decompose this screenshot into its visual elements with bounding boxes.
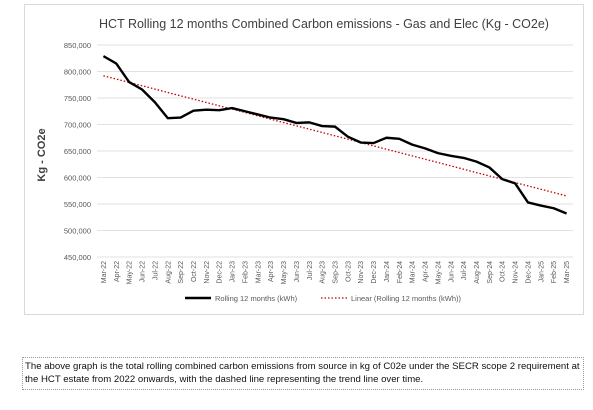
x-tick-label: Jul-23 [307, 261, 314, 280]
x-tick-label: Jul-24 [461, 261, 468, 280]
x-tick-label: Jul-22 [152, 261, 159, 280]
x-tick-label: May-23 [281, 261, 288, 284]
x-tick-label: Mar-23 [255, 261, 262, 283]
x-tick-label: Nov-22 [204, 261, 211, 284]
x-tick-label: Apr-24 [423, 261, 430, 282]
x-tick-label: Dec-23 [371, 261, 378, 284]
y-tick-label: 650,000 [64, 147, 91, 156]
x-tick-label: Nov-24 [513, 261, 520, 284]
x-tick-label: Oct-24 [500, 261, 507, 282]
y-axis-label: Kg - CO2e [36, 128, 48, 181]
x-tick-label: Sep-23 [333, 261, 340, 284]
series-lines [102, 55, 568, 215]
legend-label: Linear (Rolling 12 months (kWh)) [351, 294, 462, 303]
gridlines [97, 44, 573, 258]
x-tick-label: Apr-23 [268, 261, 275, 282]
x-tick-label: Aug-22 [165, 261, 172, 284]
x-tick-label: Jan-24 [384, 261, 391, 283]
x-tick-label: Feb-25 [551, 261, 558, 283]
x-tick-label: Aug-24 [474, 261, 481, 284]
x-tick-label: Mar-22 [101, 261, 108, 283]
x-tick-label: Feb-23 [242, 261, 249, 283]
x-tick-label: Apr-22 [114, 261, 121, 282]
x-tick-label: May-22 [127, 261, 134, 284]
x-tick-label: Jun-22 [140, 261, 147, 283]
x-tick-label: Oct-23 [345, 261, 352, 282]
y-tick-label: 850,000 [64, 41, 91, 50]
x-tick-labels: Mar-22 Apr-22 May-22 Jun-22 Jul-22 Aug-22 Sep-… [101, 261, 571, 284]
x-tick-label: Jun-23 [294, 261, 301, 283]
chart-area: HCT Rolling 12 months Combined Carbon em… [24, 4, 584, 315]
x-tick-label: Jun-24 [448, 261, 455, 283]
y-tick-label: 500,000 [64, 227, 91, 236]
x-tick-label: Oct-22 [191, 261, 198, 282]
y-tick-labels: 450,000 500,000 550,000 600,000 650,000 700,0… [64, 41, 91, 262]
y-tick-label: 700,000 [64, 121, 91, 130]
y-tick-label: 600,000 [64, 174, 91, 183]
y-tick-label: 550,000 [64, 200, 91, 209]
x-tick-label: Feb-24 [397, 261, 404, 283]
x-tick-label: Nov-23 [358, 261, 365, 284]
y-tick-label: 750,000 [64, 94, 91, 103]
caption-text: The above graph is the total rolling com… [25, 361, 580, 385]
chart-title: HCT Rolling 12 months Combined Carbon em… [99, 17, 549, 31]
x-tick-label: Sep-24 [487, 261, 494, 284]
y-tick-label: 450,000 [64, 253, 91, 262]
x-tick-label: Dec-24 [525, 261, 532, 284]
legend-label: Rolling 12 months (kWh) [215, 294, 298, 303]
x-tick-label: Dec-22 [217, 261, 224, 284]
x-tick-label: Mar-25 [564, 261, 571, 283]
y-tick-label: 800,000 [64, 68, 91, 77]
x-tick-label: Jan-25 [538, 261, 545, 283]
x-tick-label: Jan-23 [230, 261, 237, 283]
x-tick-label: May-24 [435, 261, 442, 284]
line-chart: HCT Rolling 12 months Combined Carbon em… [36, 17, 573, 303]
x-tick-label: Sep-22 [178, 261, 185, 284]
rolling-12-months-line [102, 55, 568, 215]
trend-line [103, 75, 567, 197]
legend: Rolling 12 months (kWh) Linear (Rolling 1… [185, 294, 462, 303]
x-tick-label: Mar-24 [410, 261, 417, 283]
caption-text-box: The above graph is the total rolling com… [22, 357, 584, 390]
x-tick-label: Aug-23 [320, 261, 327, 284]
